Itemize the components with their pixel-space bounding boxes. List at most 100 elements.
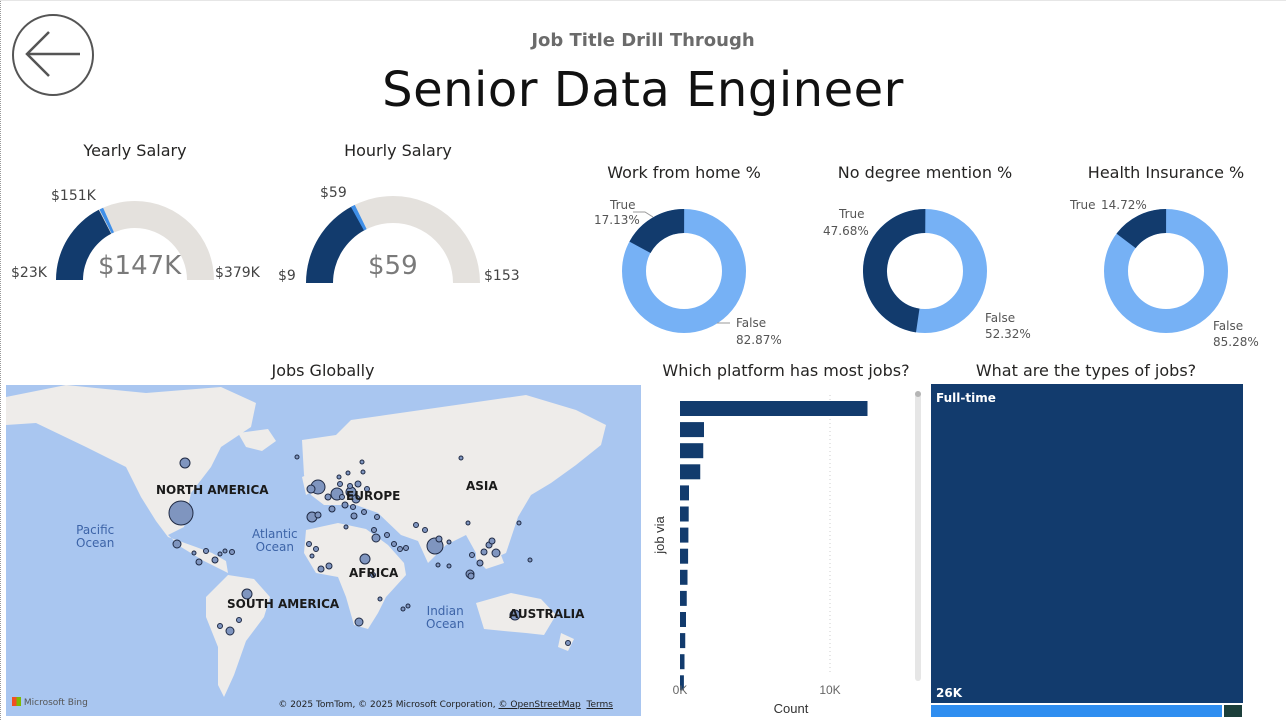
job-bubble[interactable] bbox=[306, 541, 312, 547]
job-bubble[interactable] bbox=[225, 626, 235, 636]
job-bubble[interactable] bbox=[400, 606, 406, 612]
job-bubble[interactable] bbox=[217, 551, 223, 557]
job-bubble[interactable] bbox=[191, 550, 197, 556]
job-bubble[interactable] bbox=[361, 509, 367, 515]
job-bubble[interactable] bbox=[370, 572, 376, 578]
job-bubble[interactable] bbox=[217, 623, 223, 629]
job-bubble[interactable] bbox=[350, 504, 356, 510]
job-bubble[interactable] bbox=[476, 559, 484, 567]
job-bubble[interactable] bbox=[509, 609, 521, 621]
job-bubble[interactable] bbox=[371, 527, 377, 533]
job-bubble[interactable] bbox=[467, 572, 475, 580]
work-from-home-donut[interactable] bbox=[622, 209, 746, 333]
job-bubble[interactable] bbox=[359, 459, 365, 465]
job-bubble[interactable] bbox=[527, 557, 533, 563]
job-bubble[interactable] bbox=[203, 548, 209, 554]
job-bubble[interactable] bbox=[469, 552, 475, 558]
bar[interactable] bbox=[680, 612, 686, 627]
scrollbar[interactable] bbox=[915, 391, 921, 681]
back-button[interactable] bbox=[11, 13, 95, 97]
job-bubble[interactable] bbox=[397, 546, 403, 552]
job-bubble[interactable] bbox=[360, 469, 366, 475]
job-bubble[interactable] bbox=[347, 483, 353, 489]
job-bubble[interactable] bbox=[179, 457, 191, 469]
job-bubble[interactable] bbox=[172, 539, 182, 549]
bar[interactable] bbox=[680, 527, 689, 543]
job-bubble[interactable] bbox=[413, 522, 419, 528]
job-bubble[interactable] bbox=[328, 505, 336, 513]
bar[interactable] bbox=[680, 654, 685, 670]
job-bubble[interactable] bbox=[345, 470, 351, 476]
treemap-tile[interactable] bbox=[1224, 705, 1242, 717]
job-bubble[interactable] bbox=[236, 617, 242, 623]
job-bubble[interactable] bbox=[565, 640, 571, 646]
job-bubble[interactable] bbox=[374, 514, 380, 520]
job-bubble[interactable] bbox=[325, 562, 333, 570]
openstreetmap-link[interactable]: © OpenStreetMap bbox=[498, 700, 581, 710]
job-bubble[interactable] bbox=[324, 493, 332, 501]
bar[interactable] bbox=[680, 401, 868, 416]
job-bubble[interactable] bbox=[384, 532, 390, 538]
bar[interactable] bbox=[680, 464, 701, 480]
treemap-tile[interactable] bbox=[931, 705, 1222, 717]
job-bubble[interactable] bbox=[317, 565, 325, 573]
job-bubble[interactable] bbox=[491, 548, 501, 558]
job-bubble[interactable] bbox=[294, 454, 300, 460]
job-bubble[interactable] bbox=[351, 494, 361, 504]
bar[interactable] bbox=[680, 443, 704, 459]
terms-link[interactable]: Terms bbox=[586, 700, 613, 710]
hourly-salary-gauge[interactable] bbox=[293, 188, 493, 288]
job-bubble[interactable] bbox=[422, 527, 428, 533]
job-bubble[interactable] bbox=[435, 562, 441, 568]
health-insurance-donut[interactable] bbox=[1104, 209, 1228, 333]
treemap-tile-full-time[interactable] bbox=[931, 384, 1243, 703]
job-bubble[interactable] bbox=[241, 588, 253, 600]
no-degree-donut[interactable] bbox=[863, 209, 987, 333]
job-bubble[interactable] bbox=[465, 520, 471, 526]
job-bubble[interactable] bbox=[229, 549, 235, 555]
platform-bar-chart[interactable]: 0K 10K Count job via bbox=[645, 385, 925, 718]
job-bubble[interactable] bbox=[309, 553, 315, 559]
job-bubble[interactable] bbox=[339, 494, 345, 500]
job-bubble[interactable] bbox=[435, 535, 443, 543]
bar[interactable] bbox=[680, 485, 689, 501]
job-bubble[interactable] bbox=[313, 546, 319, 552]
yearly-salary-gauge[interactable] bbox=[40, 188, 230, 288]
job-bubble[interactable] bbox=[195, 558, 203, 566]
bar[interactable] bbox=[680, 569, 688, 585]
bar[interactable] bbox=[680, 548, 689, 564]
job-bubble[interactable] bbox=[354, 480, 362, 488]
job-bubble[interactable] bbox=[359, 553, 371, 565]
job-bubble[interactable] bbox=[336, 474, 342, 480]
job-bubble[interactable] bbox=[343, 524, 349, 530]
bar[interactable] bbox=[680, 506, 689, 522]
jobs-globally-map[interactable]: NORTH AMERICA EUROPE ASIA AFRICA SOUTH A… bbox=[6, 385, 641, 716]
job-bubble[interactable] bbox=[306, 484, 316, 494]
job-bubble[interactable] bbox=[222, 548, 228, 554]
job-bubble[interactable] bbox=[371, 533, 381, 543]
job-bubble[interactable] bbox=[446, 563, 452, 569]
bar[interactable] bbox=[680, 633, 686, 649]
job-bubble[interactable] bbox=[516, 520, 522, 526]
bar[interactable] bbox=[680, 675, 684, 691]
bar[interactable] bbox=[680, 422, 704, 438]
job-bubble[interactable] bbox=[488, 537, 496, 545]
job-bubble[interactable] bbox=[168, 500, 194, 526]
job-bubble[interactable] bbox=[391, 541, 397, 547]
job-bubble[interactable] bbox=[446, 539, 452, 545]
job-bubble[interactable] bbox=[354, 617, 364, 627]
job-bubble[interactable] bbox=[337, 481, 343, 487]
job-bubble[interactable] bbox=[377, 596, 383, 602]
job-bubble[interactable] bbox=[480, 548, 488, 556]
job-bubble[interactable] bbox=[403, 545, 409, 551]
job-bubble[interactable] bbox=[458, 455, 464, 461]
job-bubble[interactable] bbox=[211, 556, 219, 564]
job-types-treemap[interactable]: Full-time 26K bbox=[931, 384, 1243, 717]
job-bubble[interactable] bbox=[341, 501, 349, 509]
scrollbar-thumb[interactable] bbox=[915, 391, 921, 397]
job-bubble[interactable] bbox=[405, 603, 411, 609]
job-bubble[interactable] bbox=[350, 512, 358, 520]
job-bubble[interactable] bbox=[314, 511, 322, 519]
bar[interactable] bbox=[680, 590, 687, 606]
job-bubble[interactable] bbox=[364, 486, 370, 492]
